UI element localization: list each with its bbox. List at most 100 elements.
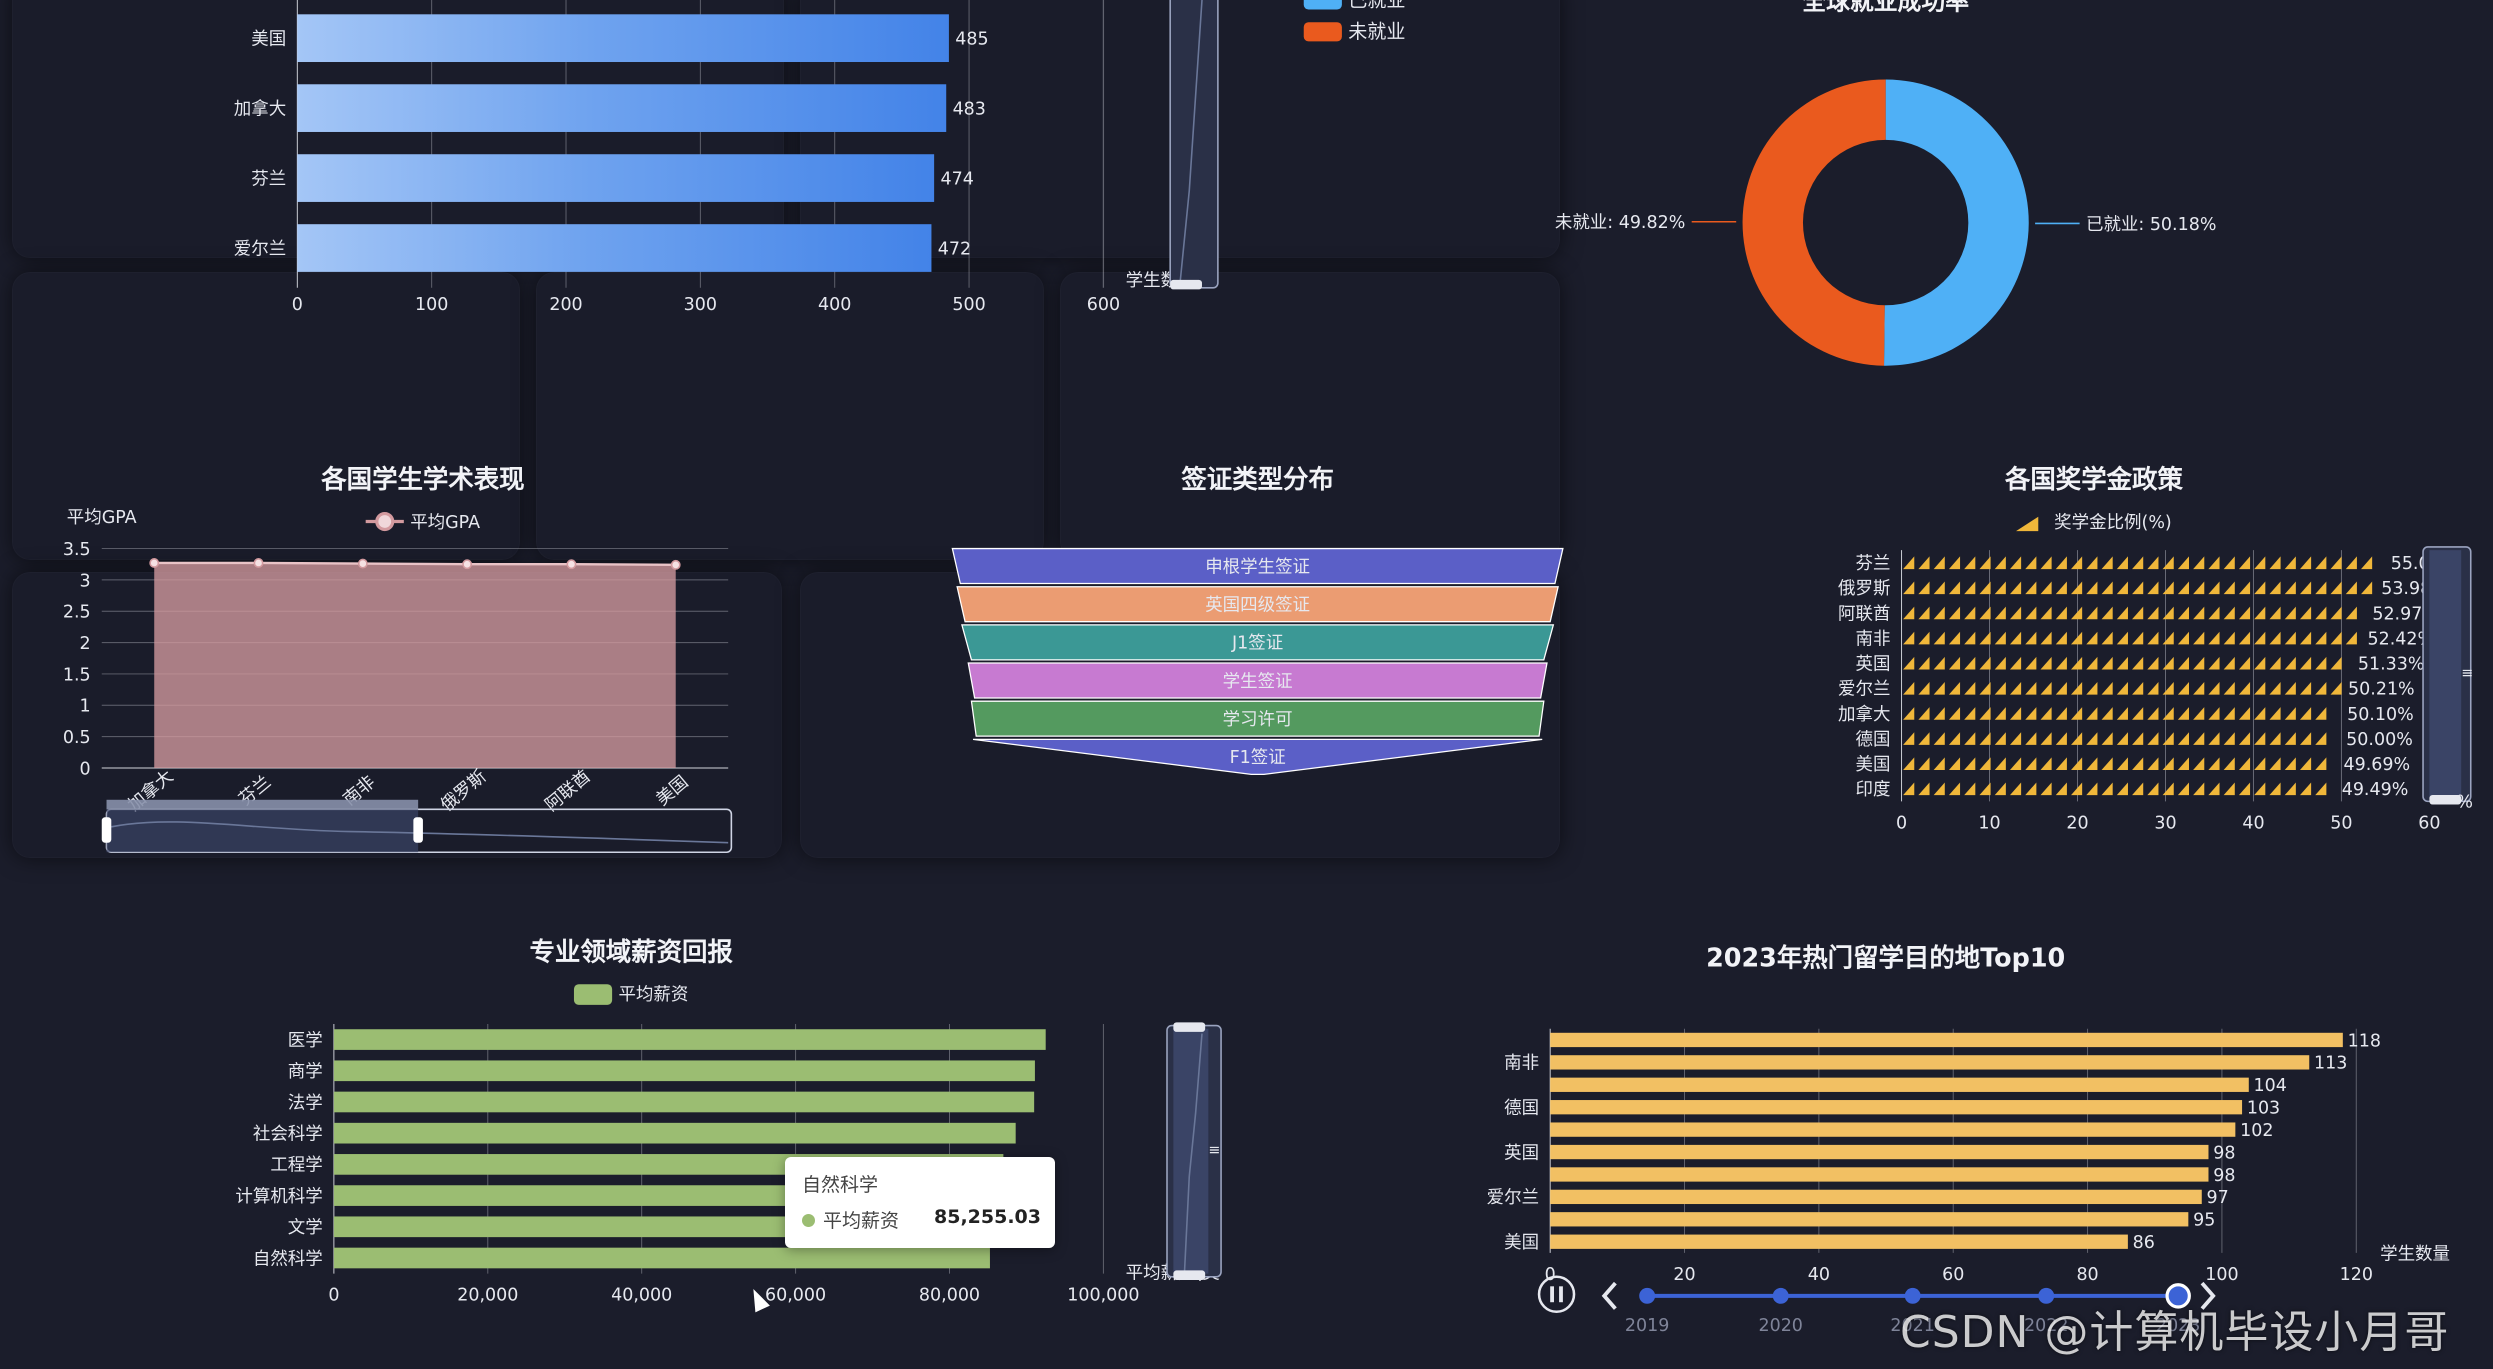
salary-legend[interactable]: 平均薪资 (573, 984, 688, 1005)
data-label: 86 (2133, 1233, 2155, 1253)
bar (333, 1060, 1035, 1082)
x-tick-label: 100 (2205, 1265, 2238, 1285)
zoom-handle[interactable] (1170, 279, 1202, 290)
pictorial-bar-triangle (2299, 556, 2312, 570)
x-tick-label: 0 (292, 295, 303, 315)
top-countries-zoom-slider[interactable] (1169, 0, 1219, 290)
panel-visa (536, 272, 1044, 560)
salary-zoom-slider[interactable]: ≡ (1166, 1022, 1222, 1280)
zoom-handle-left[interactable] (101, 817, 112, 843)
pictorial-bar-triangle (2071, 631, 2083, 645)
bar (1550, 1055, 2310, 1070)
pictorial-bar-triangle (2223, 631, 2235, 645)
pictorial-bar-triangle (1918, 656, 1930, 670)
legend-swatch (573, 984, 613, 1005)
pictorial-bar-triangle (2025, 606, 2037, 620)
pictorial-bar-triangle (2132, 581, 2144, 595)
pictorial-bar-triangle (2086, 656, 2098, 670)
scholarship-zoom-slider[interactable]: ≡ (2422, 546, 2473, 805)
pictorial-bar-triangle (2086, 782, 2098, 796)
prev-chevron-icon[interactable] (1601, 1281, 1617, 1310)
pictorial-bar-triangle (1964, 707, 1976, 720)
pictorial-bar-triangle (2208, 782, 2220, 796)
zoom-handle-right[interactable] (413, 817, 423, 843)
pictorial-bar-triangle (1903, 631, 1915, 645)
slice-label: 未就业: 49.82% (1555, 213, 1685, 233)
pictorial-bar-triangle (2009, 681, 2022, 695)
pictorial-bar-triangle (2269, 782, 2281, 796)
zoom-handle-top[interactable] (1173, 1022, 1206, 1032)
pictorial-bar-triangle (2025, 556, 2037, 570)
pictorial-bar-triangle (2132, 782, 2144, 796)
pictorial-bar-triangle (1994, 681, 2006, 695)
pictorial-bar-triangle (1918, 757, 1930, 771)
y-tick-label: 印度 (1855, 780, 1890, 800)
pictorial-bar-triangle (2162, 707, 2174, 720)
pictorial-bar-triangle (2269, 556, 2281, 570)
pictorial-bar-triangle (1964, 782, 1976, 796)
pictorial-bar-triangle (1903, 556, 1915, 570)
pictorial-bar-triangle (2101, 681, 2113, 695)
pictorial-bar-triangle (2132, 681, 2144, 695)
timeline-control[interactable]: 2019 2020 2021 2022 2023 (1537, 1275, 2216, 1336)
timeline-dot (1904, 1287, 1921, 1304)
pictorial-bar-triangle (2238, 732, 2251, 745)
pictorial-bar-triangle (2223, 681, 2235, 695)
data-label: 113 (2314, 1054, 2347, 1074)
pictorial-bar-triangle (2101, 606, 2113, 620)
next-chevron-icon[interactable] (2200, 1281, 2216, 1310)
zoom-handle-bottom[interactable] (1173, 1270, 1206, 1280)
pictorial-bar-triangle (2223, 707, 2235, 720)
bar (1550, 1167, 2209, 1182)
scholarship-legend[interactable]: 奖学金比例(%) (2016, 513, 2172, 533)
bar (1550, 1144, 2209, 1160)
pictorial-bar-triangle (1979, 732, 1991, 745)
pictorial-bar-triangle (2208, 581, 2220, 595)
pictorial-bar-triangle (2025, 581, 2037, 595)
pictorial-bar-triangle (1918, 581, 1930, 595)
funnel-segment (961, 624, 1555, 661)
pictorial-bar-triangle (2009, 606, 2022, 620)
pictorial-bar-triangle (1994, 581, 2006, 595)
gpa-zoom-slider[interactable] (101, 799, 733, 854)
employment-legend[interactable]: 已就业 未就业 (1303, 0, 1406, 43)
pictorial-bar-triangle (2055, 656, 2067, 670)
y-tick-label: 南非 (1504, 1054, 1539, 1074)
pictorial-bar-triangle (2177, 707, 2190, 720)
x-tick-label: 60 (2418, 813, 2440, 833)
svg-text:≡: ≡ (2461, 665, 2473, 681)
timeline-current-dot (2165, 1283, 2191, 1309)
pictorial-bar-triangle (2025, 681, 2037, 695)
zoom-handle[interactable] (2429, 795, 2462, 805)
pictorial-bar-triangle (2147, 656, 2159, 670)
pause-button[interactable] (1537, 1275, 1576, 1314)
gpa-legend[interactable]: 平均GPA (365, 511, 480, 533)
pictorial-bar-triangle (2009, 707, 2022, 720)
data-label: 483 (953, 99, 986, 119)
bar (333, 1122, 1016, 1144)
pictorial-bar-triangle (2055, 581, 2067, 595)
pictorial-bar-triangle (2299, 681, 2312, 695)
pictorial-bar-triangle (2284, 556, 2296, 570)
data-label: 97 (2207, 1188, 2229, 1208)
bar (297, 84, 947, 132)
bar (1550, 1122, 2236, 1137)
pictorial-bar-triangle (2345, 606, 2357, 620)
pictorial-bar-triangle (2101, 631, 2113, 645)
pictorial-bar-triangle (2361, 581, 2373, 595)
pictorial-bar-triangle (1964, 656, 1976, 670)
scholarship-title: 各国奖学金政策 (2004, 464, 2184, 494)
pictorial-bar-triangle (2254, 732, 2266, 745)
pictorial-bar-triangle (2101, 732, 2113, 745)
pictorial-bar-triangle (2009, 581, 2022, 595)
funnel-label: 学生签证 (1223, 672, 1293, 692)
pictorial-bar-triangle (2315, 606, 2327, 620)
bar (1550, 1189, 2202, 1205)
y-tick-label: 爱尔兰 (234, 239, 286, 259)
pictorial-bar-triangle (2086, 581, 2098, 595)
pictorial-bar-triangle (2162, 556, 2174, 570)
pictorial-bar-triangle (2071, 732, 2083, 745)
pictorial-bar-triangle (2315, 581, 2327, 595)
